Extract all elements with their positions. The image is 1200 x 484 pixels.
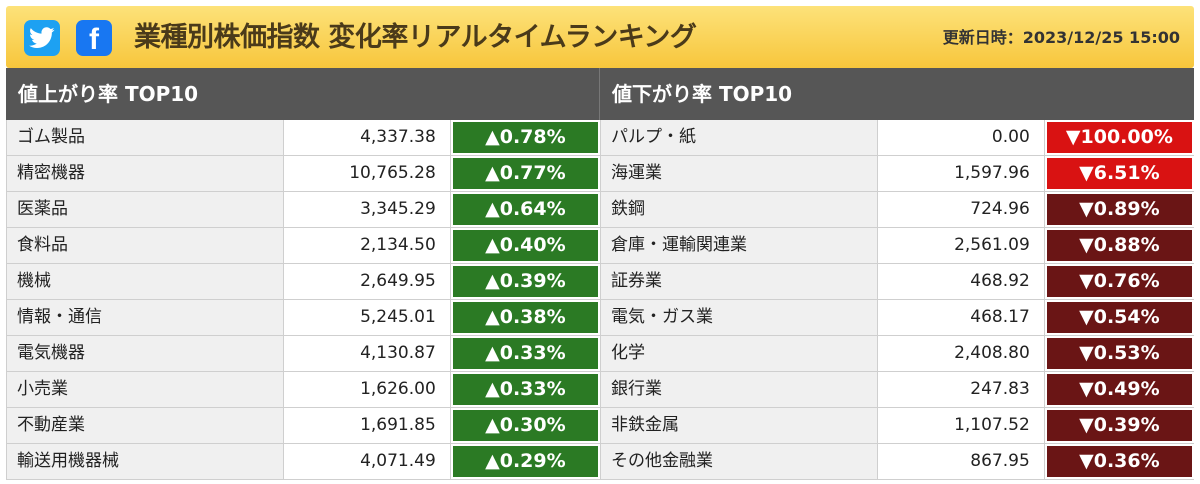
gainers-panel: 値上がり率 TOP10 ゴム製品 4,337.38 ▲0.78% 精密機器 10,765… — [6, 68, 600, 480]
change-rate-badge: ▼0.88% — [1046, 230, 1192, 261]
change-rate-badge: ▲0.33% — [452, 374, 598, 405]
table-row[interactable]: 電気機器 4,130.87 ▲0.33% — [7, 336, 600, 372]
sector-name[interactable]: 不動産業 — [7, 408, 284, 443]
change-rate-badge: ▲0.38% — [452, 302, 598, 333]
table-row[interactable]: その他金融業 867.95 ▼0.36% — [601, 444, 1194, 480]
table-row[interactable]: 鉄鋼 724.96 ▼0.89% — [601, 192, 1194, 228]
table-row[interactable]: 情報・通信 5,245.01 ▲0.38% — [7, 300, 600, 336]
change-rate-badge: ▼100.00% — [1046, 122, 1192, 153]
change-rate-badge: ▼0.36% — [1046, 446, 1192, 477]
sector-name[interactable]: ゴム製品 — [7, 120, 284, 155]
sector-name[interactable]: 鉄鋼 — [601, 192, 878, 227]
index-value: 3,345.29 — [283, 192, 451, 227]
change-rate-badge: ▼0.39% — [1046, 410, 1192, 441]
change-rate-badge: ▲0.29% — [452, 446, 598, 477]
gainers-table: ゴム製品 4,337.38 ▲0.78% 精密機器 10,765.28 ▲0.77% 医薬品… — [6, 120, 600, 480]
losers-table: パルプ・紙 0.00 ▼100.00% 海運業 1,597.96 ▼6.51% 鉄鋼 724.… — [600, 120, 1194, 480]
sector-name[interactable]: 小売業 — [7, 372, 284, 407]
index-value: 10,765.28 — [283, 156, 451, 191]
losers-panel: 値下がり率 TOP10 パルプ・紙 0.00 ▼100.00% 海運業 1,597.96… — [600, 68, 1194, 480]
change-rate-badge: ▲0.64% — [452, 194, 598, 225]
index-value: 2,408.80 — [877, 336, 1045, 371]
sector-name[interactable]: 海運業 — [601, 156, 878, 191]
facebook-icon: f — [89, 23, 99, 56]
index-value: 0.00 — [877, 120, 1045, 155]
index-value: 4,071.49 — [283, 444, 451, 479]
losers-title: 値下がり率 TOP10 — [600, 68, 1194, 120]
table-row[interactable]: 非鉄金属 1,107.52 ▼0.39% — [601, 408, 1194, 444]
sector-name[interactable]: その他金融業 — [601, 444, 878, 479]
sector-name[interactable]: 電気機器 — [7, 336, 284, 371]
index-value: 1,691.85 — [283, 408, 451, 443]
sector-name[interactable]: 情報・通信 — [7, 300, 284, 335]
index-value: 4,130.87 — [283, 336, 451, 371]
change-rate-badge: ▲0.40% — [452, 230, 598, 261]
index-value: 2,134.50 — [283, 228, 451, 263]
index-value: 4,337.38 — [283, 120, 451, 155]
sector-name[interactable]: 電気・ガス業 — [601, 300, 878, 335]
table-row[interactable]: 医薬品 3,345.29 ▲0.64% — [7, 192, 600, 228]
index-value: 5,245.01 — [283, 300, 451, 335]
change-rate-badge: ▼0.76% — [1046, 266, 1192, 297]
twitter-share-button[interactable] — [24, 20, 60, 56]
header-bar: f 業種別株価指数 変化率リアルタイムランキング 更新日時：2023/12/25… — [6, 6, 1194, 68]
table-row[interactable]: 倉庫・運輸関連業 2,561.09 ▼0.88% — [601, 228, 1194, 264]
table-row[interactable]: 証券業 468.92 ▼0.76% — [601, 264, 1194, 300]
gainers-title: 値上がり率 TOP10 — [6, 68, 600, 120]
table-row[interactable]: 機械 2,649.95 ▲0.39% — [7, 264, 600, 300]
sector-name[interactable]: パルプ・紙 — [601, 120, 878, 155]
change-rate-badge: ▼0.49% — [1046, 374, 1192, 405]
table-row[interactable]: 銀行業 247.83 ▼0.49% — [601, 372, 1194, 408]
index-value: 867.95 — [877, 444, 1045, 479]
index-value: 468.17 — [877, 300, 1045, 335]
sector-name[interactable]: 非鉄金属 — [601, 408, 878, 443]
table-row[interactable]: 輸送用機器械 4,071.49 ▲0.29% — [7, 444, 600, 480]
index-value: 468.92 — [877, 264, 1045, 299]
change-rate-badge: ▼0.54% — [1046, 302, 1192, 333]
sector-name[interactable]: 機械 — [7, 264, 284, 299]
sector-name[interactable]: 倉庫・運輸関連業 — [601, 228, 878, 263]
index-value: 2,561.09 — [877, 228, 1045, 263]
sector-name[interactable]: 化学 — [601, 336, 878, 371]
index-value: 1,107.52 — [877, 408, 1045, 443]
sector-name[interactable]: 精密機器 — [7, 156, 284, 191]
index-value: 2,649.95 — [283, 264, 451, 299]
change-rate-badge: ▲0.30% — [452, 410, 598, 441]
table-row[interactable]: パルプ・紙 0.00 ▼100.00% — [601, 120, 1194, 156]
change-rate-badge: ▼0.53% — [1046, 338, 1192, 369]
table-row[interactable]: 化学 2,408.80 ▼0.53% — [601, 336, 1194, 372]
index-value: 724.96 — [877, 192, 1045, 227]
change-rate-badge: ▲0.78% — [452, 122, 598, 153]
table-row[interactable]: 小売業 1,626.00 ▲0.33% — [7, 372, 600, 408]
table-row[interactable]: ゴム製品 4,337.38 ▲0.78% — [7, 120, 600, 156]
change-rate-badge: ▼6.51% — [1046, 158, 1192, 189]
table-row[interactable]: 食料品 2,134.50 ▲0.40% — [7, 228, 600, 264]
change-rate-badge: ▲0.33% — [452, 338, 598, 369]
sector-name[interactable]: 証券業 — [601, 264, 878, 299]
index-value: 1,626.00 — [283, 372, 451, 407]
facebook-share-button[interactable]: f — [76, 20, 112, 56]
change-rate-badge: ▼0.89% — [1046, 194, 1192, 225]
index-value: 247.83 — [877, 372, 1045, 407]
table-row[interactable]: 不動産業 1,691.85 ▲0.30% — [7, 408, 600, 444]
sector-name[interactable]: 食料品 — [7, 228, 284, 263]
sector-name[interactable]: 医薬品 — [7, 192, 284, 227]
update-timestamp: 更新日時：2023/12/25 15:00 — [942, 28, 1180, 47]
change-rate-badge: ▲0.39% — [452, 266, 598, 297]
table-row[interactable]: 電気・ガス業 468.17 ▼0.54% — [601, 300, 1194, 336]
twitter-icon — [29, 27, 55, 48]
page-title: 業種別株価指数 変化率リアルタイムランキング — [134, 22, 697, 53]
table-row[interactable]: 海運業 1,597.96 ▼6.51% — [601, 156, 1194, 192]
sector-name[interactable]: 銀行業 — [601, 372, 878, 407]
index-value: 1,597.96 — [877, 156, 1045, 191]
table-row[interactable]: 精密機器 10,765.28 ▲0.77% — [7, 156, 600, 192]
change-rate-badge: ▲0.77% — [452, 158, 598, 189]
sector-name[interactable]: 輸送用機器械 — [7, 444, 284, 479]
